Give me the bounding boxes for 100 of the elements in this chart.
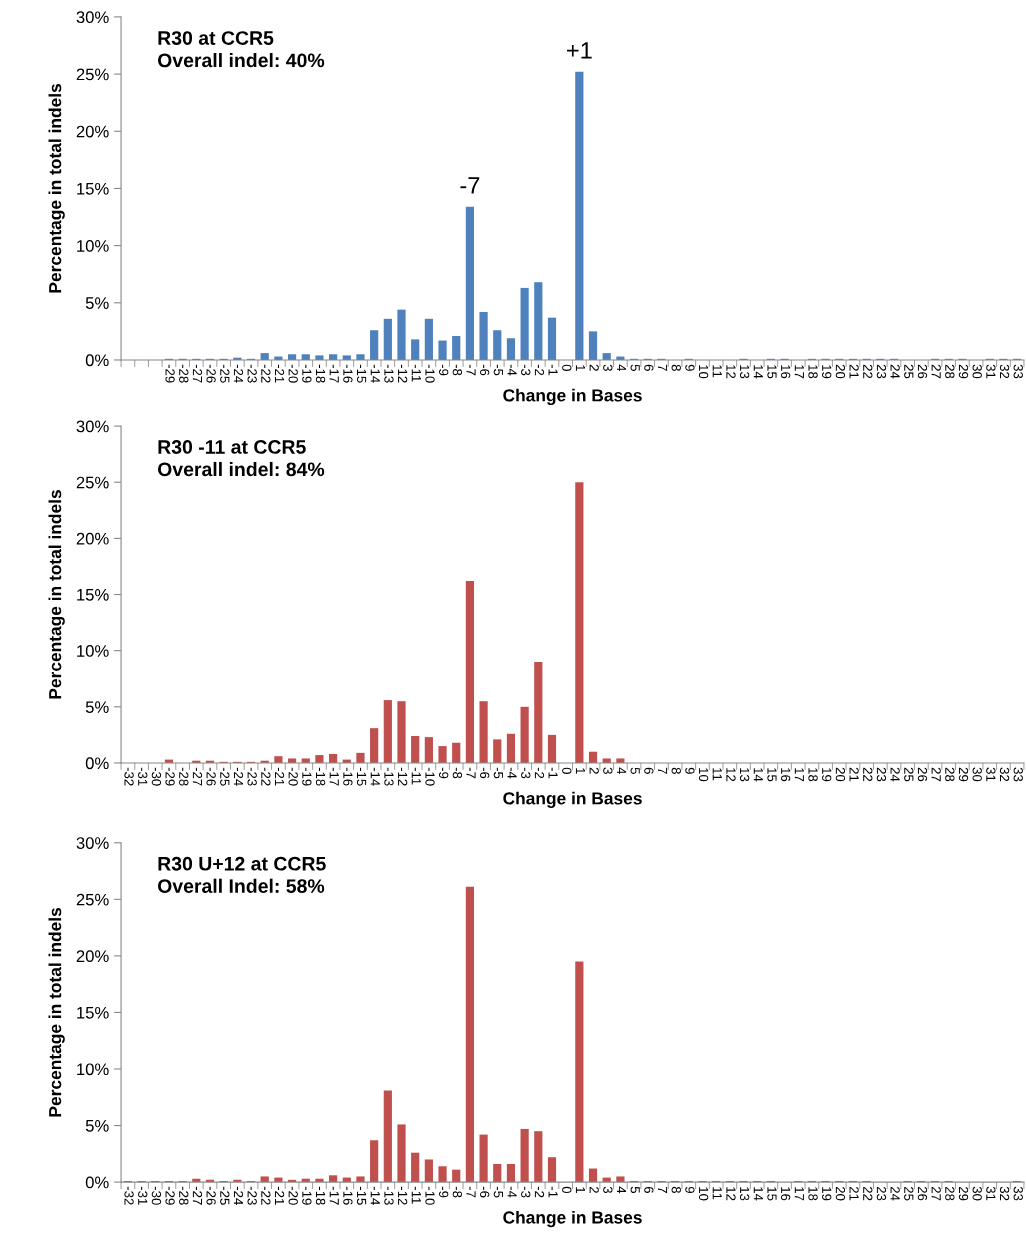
x-tick-label: -30 xyxy=(151,767,162,786)
x-tick-label: -12 xyxy=(398,1186,408,1205)
x-tick-label: -7 xyxy=(466,364,476,376)
x-tick-label: -6 xyxy=(480,767,490,779)
x-tick-label: 33 xyxy=(1013,364,1023,379)
x-tick-label: 23 xyxy=(876,767,887,782)
x-tick-label: -12 xyxy=(398,767,408,786)
x-tick-label: 22 xyxy=(863,767,873,782)
x-tick-label: -32 xyxy=(124,767,134,786)
x-tick-label: -11 xyxy=(411,1186,421,1204)
x-tick-label: 5 xyxy=(630,364,640,371)
x-tick-label: 19 xyxy=(822,1187,832,1201)
x-tick-label: -14 xyxy=(370,767,380,786)
x-tick-label: -23 xyxy=(247,364,257,383)
x-tick-label: 12 xyxy=(726,1187,736,1201)
x-tick-label: 1 xyxy=(575,365,586,371)
y-axis-title: Percentage in total indels xyxy=(48,907,65,1117)
y-tick-label: 10% xyxy=(77,240,109,252)
x-tick-label: -11 xyxy=(411,364,421,382)
x-tick-label: -11 xyxy=(411,767,421,785)
x-tick-label: -2 xyxy=(534,364,545,376)
x-tick-label: -31 xyxy=(138,1186,148,1205)
x-tick-label: -6 xyxy=(480,364,490,376)
x-tick-label: 13 xyxy=(739,768,750,782)
x-tick-label: -19 xyxy=(302,1186,312,1205)
x-tick-label: 9 xyxy=(685,767,695,774)
x-tick-label: 17 xyxy=(794,1187,804,1201)
x-tick-label: 1 xyxy=(575,1187,586,1193)
x-tick-label: 17 xyxy=(794,768,804,782)
x-tick-label: -20 xyxy=(288,364,298,383)
x-tick-label: 8 xyxy=(671,364,681,371)
x-tick-label: -10 xyxy=(425,1186,435,1205)
x-tick-label: -7 xyxy=(466,767,476,779)
x-tick-label: 19 xyxy=(822,768,832,782)
x-tick-label: -28 xyxy=(179,1186,189,1205)
x-tick-label: -9 xyxy=(439,364,449,376)
x-tick-label: 13 xyxy=(739,1187,750,1201)
x-tick-label: -4 xyxy=(507,767,517,779)
x-tick-label: -24 xyxy=(233,1186,244,1205)
x-tick-label: 19 xyxy=(822,365,832,379)
x-tick-label: -1 xyxy=(548,1186,558,1198)
x-tick-label: -13 xyxy=(384,767,394,786)
x-tick-label: 28 xyxy=(945,1186,955,1201)
x-tick-label: -16 xyxy=(343,767,353,786)
x-tick-label: 29 xyxy=(958,1186,969,1201)
x-tick-label: 14 xyxy=(753,365,763,379)
x-tick-label: 32 xyxy=(999,1186,1010,1201)
x-tick-label: 9 xyxy=(685,364,695,371)
x-tick-label: -15 xyxy=(356,767,367,786)
x-tick-label: -21 xyxy=(274,364,285,383)
x-tick-label: -26 xyxy=(206,1186,216,1205)
x-tick-label: 12 xyxy=(726,365,736,379)
x-tick-label: 33 xyxy=(1013,767,1023,782)
x-tick-label: 5 xyxy=(630,1186,640,1194)
x-tick-label: 28 xyxy=(945,767,955,782)
x-tick-label: 25 xyxy=(904,364,914,379)
x-tick-label: 10 xyxy=(698,365,709,379)
text: R30 at CCR5 Overall indel: 40% xyxy=(157,31,325,68)
x-tick-label: -4 xyxy=(507,1186,517,1198)
x-tick-label: 31 xyxy=(986,364,996,379)
x-tick-label: 9 xyxy=(685,1186,695,1193)
x-tick-label: -18 xyxy=(315,767,326,786)
x-tick-label: 30 xyxy=(972,364,982,379)
x-tick-label: -25 xyxy=(220,1186,230,1205)
y-tick-label: 20% xyxy=(76,950,109,963)
x-axis-title: Change in Bases xyxy=(503,791,642,808)
x-tick-label: 30 xyxy=(972,767,982,782)
y-tick-label: 15% xyxy=(77,182,109,195)
x-tick-label: -17 xyxy=(329,364,339,383)
y-tick-label: 5% xyxy=(85,1120,109,1132)
x-tick-label: 27 xyxy=(931,1186,941,1201)
x-tick-label: 10 xyxy=(698,768,709,782)
x-tick-label: -5 xyxy=(493,767,503,779)
x-tick-label: 16 xyxy=(781,1187,791,1201)
x-tick-label: 15 xyxy=(767,768,777,782)
x-tick-label: -27 xyxy=(192,364,203,383)
x-tick-label: 25 xyxy=(904,767,914,782)
x-tick-label: -24 xyxy=(233,767,244,786)
x-tick-label: 14 xyxy=(753,768,763,782)
x-tick-label: -23 xyxy=(247,767,257,786)
y-tick-label: 25% xyxy=(76,476,109,489)
x-tick-label: -21 xyxy=(274,1186,285,1205)
x-tick-label: 11 xyxy=(712,365,722,378)
y-tick-label: 25% xyxy=(76,893,109,906)
x-tick-label: 16 xyxy=(781,768,791,782)
x-tick-label: -13 xyxy=(384,1186,394,1205)
x-tick-label: -30 xyxy=(151,1186,162,1205)
x-tick-label: 25 xyxy=(904,1186,914,1201)
x-tick-label: 20 xyxy=(835,364,846,379)
x-tick-label: -19 xyxy=(302,364,312,383)
x-tick-label: 27 xyxy=(931,767,941,782)
x-tick-label: -8 xyxy=(452,364,463,376)
x-tick-label: -9 xyxy=(439,767,449,779)
x-tick-label: -27 xyxy=(192,1186,203,1205)
x-tick-label: 8 xyxy=(671,1186,681,1194)
x-tick-label: 33 xyxy=(1013,1186,1023,1201)
x-tick-label: -17 xyxy=(329,767,339,786)
y-axis-title: Percentage in total indels xyxy=(48,490,65,699)
annotation: +1 xyxy=(567,42,592,59)
text: R30 -11 at CCR5 Overall indel: 84% xyxy=(157,440,325,477)
